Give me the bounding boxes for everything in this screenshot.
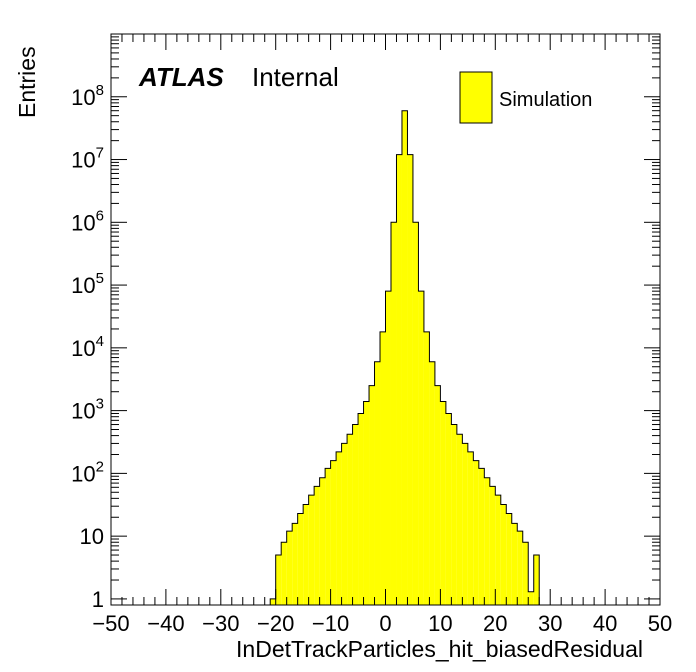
y-tick-label: 104: [71, 333, 104, 361]
histogram-bar: [517, 531, 523, 605]
histogram-bar: [500, 504, 507, 605]
histogram-bar: [330, 460, 337, 605]
histogram-bar: [401, 110, 408, 605]
histogram-bar: [396, 154, 402, 606]
x-tick-label: 40: [593, 611, 617, 636]
legend-swatch: [459, 71, 493, 124]
histogram-bar: [369, 385, 375, 605]
histogram-bar: [308, 495, 315, 605]
x-tick-label: −50: [92, 611, 129, 636]
histogram-bar: [445, 413, 452, 605]
histogram-bar: [440, 401, 446, 605]
histogram-bar: [473, 460, 479, 605]
histogram-bar: [429, 361, 435, 605]
histogram-bar: [484, 477, 490, 605]
histogram-bars: [269, 110, 540, 606]
y-axis-title: Entries: [14, 46, 40, 118]
histogram-bar: [412, 222, 419, 605]
y-tick-label: 105: [71, 270, 104, 298]
histogram-bar: [352, 424, 359, 605]
histogram-bar: [347, 434, 353, 605]
histogram-bar: [341, 443, 348, 605]
x-tick-label: 20: [483, 611, 507, 636]
x-axis-tick-labels: −50 −40 −30 −20 −10 0 10 20 30 40 50: [92, 611, 672, 636]
histogram-bar: [286, 531, 293, 605]
x-tick-label: −20: [257, 611, 294, 636]
histogram-bar: [418, 291, 424, 605]
histogram-bar: [462, 443, 468, 605]
histogram-bar: [380, 331, 386, 605]
histogram-bar: [319, 477, 326, 605]
y-tick-label: 107: [71, 145, 104, 173]
histogram-bar: [358, 413, 364, 605]
histogram-bar: [336, 451, 342, 605]
histogram-bar: [407, 154, 413, 606]
histogram-bar: [451, 424, 457, 605]
histogram-bar: [374, 361, 381, 605]
x-tick-label: 10: [428, 611, 452, 636]
histogram-bar: [533, 555, 540, 605]
y-axis-tick-labels: 1 10 102 103 104 105 106 107 108: [71, 82, 104, 612]
y-axis-ticks: [111, 36, 660, 600]
y-tick-label: 103: [71, 396, 104, 424]
histogram-bar: [506, 513, 512, 605]
histogram-bar: [467, 451, 474, 605]
histogram-outline: [269, 110, 540, 605]
histogram-bar: [495, 495, 501, 605]
histogram-bar: [478, 468, 485, 605]
histogram-bar: [363, 401, 370, 605]
histogram-bar: [303, 504, 309, 605]
histogram-bar: [275, 555, 282, 605]
histogram-bar: [281, 542, 287, 605]
histogram-bar: [292, 523, 298, 605]
histogram-bar: [325, 468, 331, 605]
y-tick-label: 102: [71, 458, 104, 486]
histogram-bar: [297, 513, 304, 605]
y-tick-label: 1: [92, 587, 104, 612]
x-tick-label: −30: [202, 611, 239, 636]
x-tick-label: 50: [648, 611, 672, 636]
histogram-bar: [270, 598, 276, 605]
y-tick-label: 106: [71, 207, 104, 235]
histogram-bar: [489, 486, 496, 605]
legend: Simulation: [459, 71, 592, 124]
histogram-bar: [434, 385, 441, 605]
histogram-bar: [314, 486, 320, 605]
histogram-bar: [385, 291, 391, 605]
histogram-bar: [522, 542, 529, 605]
x-axis-ticks: [110, 34, 661, 605]
x-tick-label: 0: [379, 611, 391, 636]
x-tick-label: −40: [147, 611, 184, 636]
y-tick-label: 108: [71, 82, 104, 110]
x-tick-label: 30: [538, 611, 562, 636]
x-tick-label: −10: [312, 611, 349, 636]
histogram-bar: [528, 591, 534, 605]
y-tick-label: 10: [80, 524, 104, 549]
atlas-label: ATLAS: [138, 62, 224, 92]
histogram-bar: [511, 523, 518, 605]
histogram-bar: [390, 222, 397, 605]
histogram-bar: [423, 331, 430, 605]
legend-label: Simulation: [499, 89, 592, 111]
internal-label: Internal: [252, 62, 339, 92]
histogram-bar: [456, 434, 463, 605]
x-axis-title: InDetTrackParticles_hit_biasedResidual: [236, 636, 643, 662]
